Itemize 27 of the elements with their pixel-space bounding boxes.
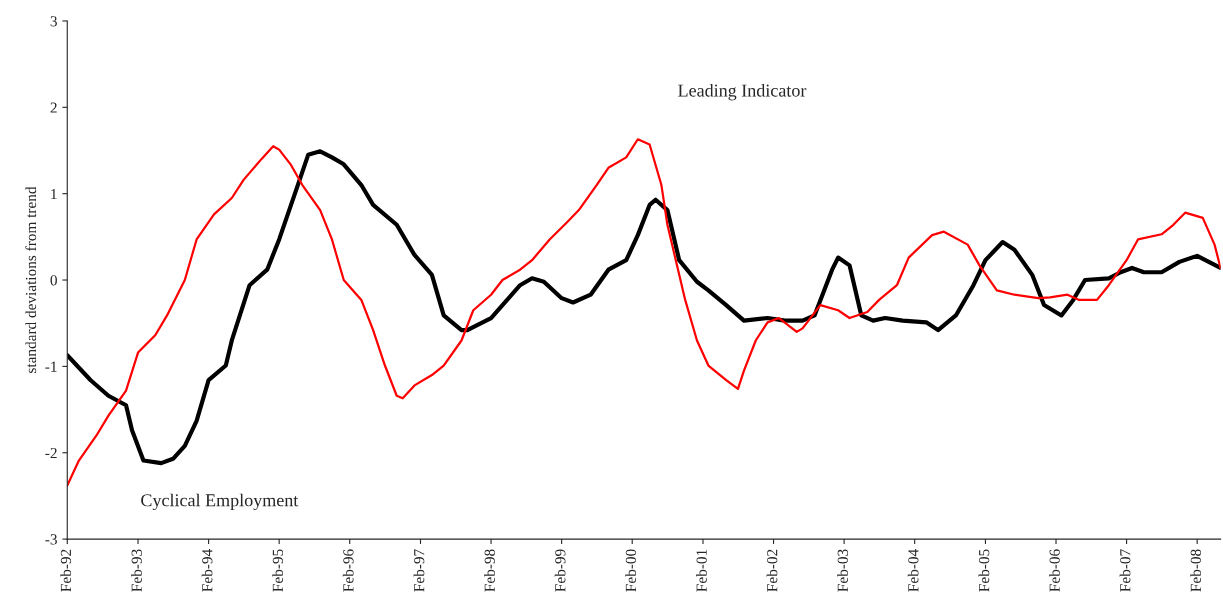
y-tick-label: -3 [45,534,57,545]
y-tick-label: -1 [45,361,57,372]
x-tick-label: Feb-07 [1119,549,1131,592]
y-tick-label: 1 [51,188,57,199]
x-tick-label: Feb-05 [978,549,990,592]
y-tick-label: 3 [50,16,57,27]
x-tick-label: Feb-98 [484,549,495,592]
x-tick-label: Feb-96 [342,549,354,592]
y-tick-label: -2 [45,447,57,459]
x-tick-label: Feb-92 [60,549,72,592]
x-tick-label: Feb-94 [201,549,213,592]
x-tick-label: Feb-06 [1049,549,1060,592]
x-tick-label: Feb-97 [413,549,425,592]
x-tick-label: Feb-93 [131,549,142,592]
text: Leading Indicator [678,83,807,101]
x-tick-label: Feb-01 [696,549,707,592]
y-axis-title: standard deviations from trend [25,186,37,373]
x-tick-label: Feb-08 [1190,549,1201,592]
series-label: Cyclical Employment [141,493,299,511]
x-tick-label: Feb-95 [272,549,283,592]
y-tick-label: 0 [50,275,57,286]
x-tick-label: Feb-04 [907,549,919,592]
x-tick-label: Feb-00 [625,549,637,592]
x-tick-label: Feb-03 [837,549,848,592]
y-tick-label: 2 [50,102,57,113]
x-tick-label: Feb-02 [766,549,778,592]
x-tick-label: Feb-99 [554,549,566,592]
